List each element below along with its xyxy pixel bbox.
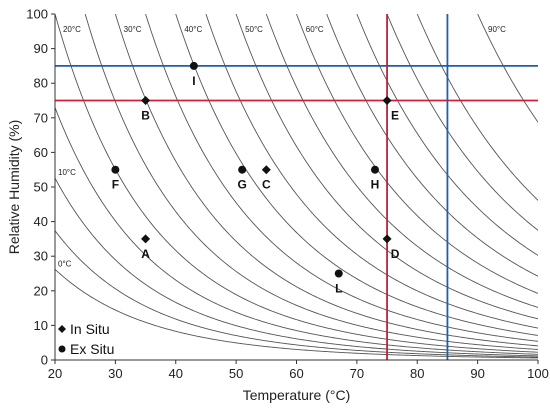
y-tick-label: 10 xyxy=(34,318,48,333)
point-h-marker xyxy=(370,165,379,174)
legend-label: Ex Situ xyxy=(70,341,114,357)
point-c-marker xyxy=(261,165,271,175)
point-a-label: A xyxy=(141,247,150,261)
legend-label: In Situ xyxy=(70,321,110,337)
isoline-label: 30°C xyxy=(124,25,142,34)
point-b-marker xyxy=(141,96,151,105)
isoline-60 xyxy=(296,14,538,294)
isoline-80 xyxy=(416,14,538,201)
y-axis-title: Relative Humidity (%) xyxy=(6,120,22,255)
point-i-marker xyxy=(189,61,198,70)
isoline-75 xyxy=(386,14,538,231)
isoline-10 xyxy=(55,177,538,357)
isoline-35 xyxy=(145,14,538,342)
x-tick-label: 70 xyxy=(350,366,364,381)
isoline-25 xyxy=(84,14,538,350)
y-tick-label: 0 xyxy=(41,353,48,368)
x-tick-label: 100 xyxy=(527,366,549,381)
point-b-label: B xyxy=(141,109,150,123)
y-tick-label: 60 xyxy=(34,145,48,160)
x-axis-title: Temperature (°C) xyxy=(243,387,351,403)
isoline-40 xyxy=(175,14,538,336)
data-points: A B C D E F G H I L xyxy=(111,61,400,296)
isoline-65 xyxy=(326,14,538,277)
x-tick-label: 40 xyxy=(169,366,183,381)
isoline-20 xyxy=(55,14,538,353)
y-tick-label: 80 xyxy=(34,76,48,91)
y-tick-label: 30 xyxy=(34,249,48,264)
isoline-label: 60°C xyxy=(306,25,324,34)
point-e-marker xyxy=(382,96,392,105)
isoline-label: 20°C xyxy=(63,25,81,34)
x-tick-label: 60 xyxy=(289,366,303,381)
point-i-label: I xyxy=(192,74,195,88)
y-tick-label: 90 xyxy=(34,41,48,56)
y-tick-label: 50 xyxy=(34,180,48,195)
isoline-45 xyxy=(205,14,538,329)
isoline-label: 10°C xyxy=(58,168,76,177)
x-tick-label: 20 xyxy=(48,366,62,381)
point-l-label: L xyxy=(335,282,342,296)
point-g-marker xyxy=(238,165,247,174)
isoline-label: 40°C xyxy=(184,25,202,34)
point-g-label: G xyxy=(237,178,246,192)
point-a-marker xyxy=(141,234,151,244)
point-f-label: F xyxy=(112,178,119,192)
legend: In Situ Ex Situ xyxy=(58,321,114,357)
x-tick-label: 50 xyxy=(229,366,243,381)
point-h-label: H xyxy=(371,178,380,192)
point-f-marker xyxy=(111,165,120,174)
legend-marker-in-situ xyxy=(58,325,66,333)
legend-marker-ex-situ xyxy=(58,345,66,353)
reference-lines xyxy=(55,14,538,360)
point-d-label: D xyxy=(391,247,400,261)
y-tick-label: 20 xyxy=(34,283,48,298)
point-c-label: C xyxy=(262,178,271,192)
isoline-5 xyxy=(55,229,538,358)
isoline-label: 0°C xyxy=(58,259,72,268)
x-tick-label: 80 xyxy=(410,366,424,381)
isoline-30 xyxy=(114,14,538,347)
y-tick-label: 100 xyxy=(26,7,48,22)
point-l-marker xyxy=(334,269,343,278)
isoline-50 xyxy=(235,14,538,320)
isoline-label: 90°C xyxy=(488,25,506,34)
axes: 20 30 40 50 60 70 80 90 100 0 10 20 30 40 50 60 70 80 90 10… xyxy=(26,7,549,382)
y-tick-label: 70 xyxy=(34,110,48,125)
x-tick-label: 90 xyxy=(470,366,484,381)
point-e-label: E xyxy=(391,109,399,123)
point-d-marker xyxy=(382,234,392,244)
isoline-0 xyxy=(55,268,538,359)
isoline-label: 50°C xyxy=(245,25,263,34)
isoline-55 xyxy=(265,14,538,308)
dew-point-isolines xyxy=(55,14,538,359)
x-tick-label: 30 xyxy=(108,366,122,381)
isoline-70 xyxy=(356,14,538,256)
isoline-90 xyxy=(477,14,538,123)
isoline-15 xyxy=(55,106,538,355)
y-tick-label: 40 xyxy=(34,214,48,229)
